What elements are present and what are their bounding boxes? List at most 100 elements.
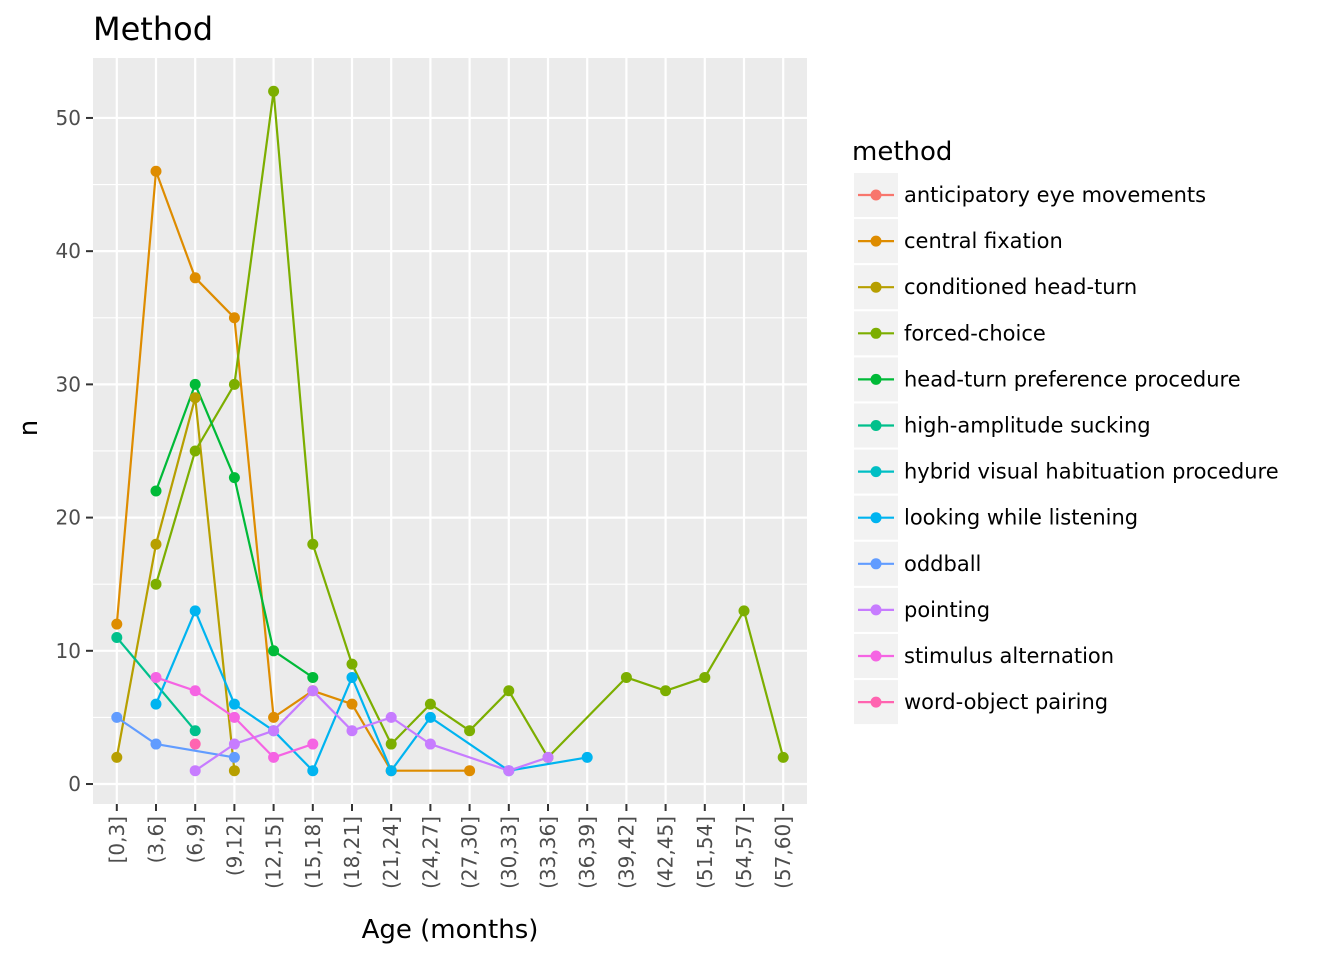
data-point bbox=[189, 605, 201, 617]
legend-key-point bbox=[870, 512, 882, 524]
data-point bbox=[111, 751, 123, 763]
y-tick-label: 0 bbox=[68, 772, 81, 796]
x-tick-label: (18,21] bbox=[340, 816, 364, 889]
data-point bbox=[738, 605, 750, 617]
data-point bbox=[189, 378, 201, 390]
data-point bbox=[699, 671, 711, 683]
x-tick-label: (42,45] bbox=[654, 816, 678, 889]
legend-label: stimulus alternation bbox=[904, 644, 1114, 668]
data-point bbox=[150, 671, 162, 683]
data-point bbox=[111, 618, 123, 630]
data-point bbox=[385, 738, 397, 750]
legend-key-point bbox=[870, 604, 882, 616]
data-point bbox=[268, 711, 280, 723]
series-line bbox=[154, 609, 588, 772]
data-point bbox=[385, 711, 397, 723]
y-tick-label: 10 bbox=[56, 639, 81, 663]
data-point bbox=[346, 658, 358, 670]
data-point bbox=[189, 445, 201, 457]
data-point bbox=[581, 751, 593, 763]
data-point bbox=[228, 765, 240, 777]
legend-key-point bbox=[870, 650, 882, 662]
legend-key-point bbox=[870, 466, 882, 478]
data-point bbox=[346, 698, 358, 710]
data-point bbox=[228, 698, 240, 710]
data-point bbox=[228, 711, 240, 723]
data-point bbox=[424, 711, 436, 723]
data-point bbox=[620, 671, 632, 683]
series-line bbox=[154, 90, 785, 759]
data-point bbox=[228, 472, 240, 484]
data-point bbox=[189, 392, 201, 404]
data-point bbox=[189, 765, 201, 777]
x-tick-label: (54,57] bbox=[732, 816, 756, 889]
legend-label: oddball bbox=[904, 552, 981, 576]
data-point bbox=[660, 685, 672, 697]
data-point bbox=[189, 725, 201, 737]
data-point bbox=[268, 751, 280, 763]
legend-label: word-object pairing bbox=[904, 690, 1108, 714]
legend-key-point bbox=[870, 373, 882, 385]
x-tick-label: (21,24] bbox=[379, 816, 403, 889]
data-point bbox=[542, 751, 554, 763]
data-point bbox=[150, 738, 162, 750]
data-point bbox=[228, 751, 240, 763]
data-point bbox=[307, 765, 319, 777]
x-tick-label: (39,42] bbox=[614, 816, 638, 889]
series-line bbox=[115, 636, 197, 732]
x-tick-label: (3,6] bbox=[144, 816, 168, 863]
data-point bbox=[228, 738, 240, 750]
legend-key-point bbox=[870, 696, 882, 708]
legend-key-point bbox=[870, 327, 882, 339]
x-tick-label: [0,3] bbox=[105, 816, 129, 863]
data-point bbox=[150, 538, 162, 550]
data-point bbox=[307, 738, 319, 750]
series-points bbox=[111, 85, 789, 777]
legend-key-point bbox=[870, 281, 882, 293]
data-point bbox=[189, 272, 201, 284]
x-tick-label: (30,33] bbox=[497, 816, 521, 889]
data-point bbox=[307, 671, 319, 683]
legend-label: anticipatory eye movements bbox=[904, 183, 1206, 207]
data-point bbox=[150, 578, 162, 590]
x-tick-label: (33,36] bbox=[536, 816, 560, 889]
data-point bbox=[189, 738, 201, 750]
legend-label: high-amplitude sucking bbox=[904, 414, 1151, 438]
x-tick-label: (27,30] bbox=[458, 816, 482, 889]
y-tick-label: 40 bbox=[56, 239, 81, 263]
data-point bbox=[189, 685, 201, 697]
data-point bbox=[464, 765, 476, 777]
major-gridlines bbox=[93, 58, 807, 804]
x-tick-label: (6,9] bbox=[183, 816, 207, 863]
legend-label: conditioned head-turn bbox=[904, 275, 1137, 299]
x-tick-label: (24,27] bbox=[418, 816, 442, 889]
data-point bbox=[150, 165, 162, 177]
legend-title: method bbox=[852, 137, 952, 167]
legend-label: central fixation bbox=[904, 229, 1063, 253]
data-point bbox=[464, 725, 476, 737]
plot-panel bbox=[93, 58, 807, 804]
data-point bbox=[228, 378, 240, 390]
x-tick-label: (15,18] bbox=[301, 816, 325, 889]
data-point bbox=[268, 85, 280, 97]
x-tick-label: (12,15] bbox=[262, 816, 286, 889]
data-point bbox=[111, 711, 123, 723]
series-line bbox=[115, 396, 236, 771]
legend-key-point bbox=[870, 235, 882, 247]
x-tick-label: (51,54] bbox=[693, 816, 717, 889]
legend: method anticipatory eye movements central… bbox=[852, 137, 1279, 725]
data-point bbox=[111, 631, 123, 643]
legend-label: pointing bbox=[904, 598, 990, 622]
legend-key-point bbox=[870, 558, 882, 570]
data-point bbox=[346, 725, 358, 737]
data-point bbox=[503, 765, 515, 777]
legend-label: head-turn preference procedure bbox=[904, 367, 1241, 391]
legend-key-point bbox=[870, 189, 882, 201]
data-point bbox=[385, 765, 397, 777]
y-tick-label: 50 bbox=[56, 106, 81, 130]
data-point bbox=[268, 645, 280, 657]
x-tick-label: (9,12] bbox=[222, 816, 246, 876]
x-tick-label: (57,60] bbox=[771, 816, 795, 889]
data-point bbox=[150, 698, 162, 710]
